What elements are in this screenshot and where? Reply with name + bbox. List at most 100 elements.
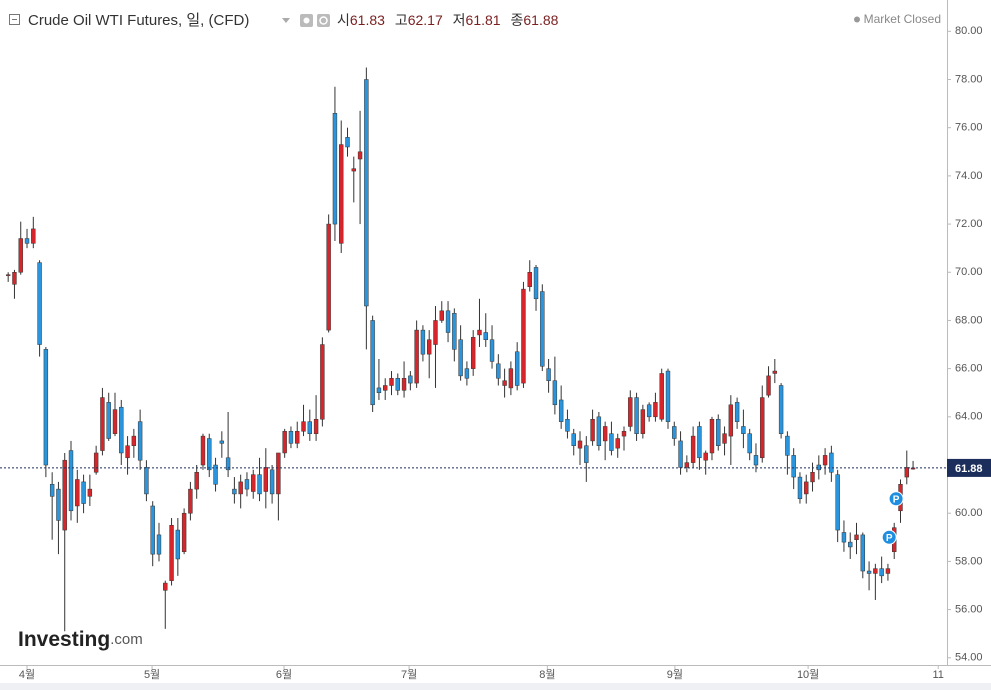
candle-body bbox=[376, 387, 382, 393]
candle-body bbox=[326, 223, 331, 331]
candle-body bbox=[822, 455, 828, 466]
candle-body bbox=[169, 525, 174, 581]
candle-body bbox=[778, 385, 784, 434]
candle-body bbox=[357, 151, 363, 160]
settings-icon[interactable] bbox=[317, 14, 330, 27]
candle-body bbox=[408, 375, 413, 384]
candle-body bbox=[106, 402, 111, 439]
market-status: Market Closed bbox=[864, 12, 941, 26]
candle-body bbox=[395, 378, 400, 391]
candle-body bbox=[678, 440, 683, 468]
candle-body bbox=[502, 380, 507, 386]
candle-body bbox=[339, 144, 344, 244]
candle-body bbox=[521, 288, 526, 384]
candle-body bbox=[207, 438, 212, 471]
high-value: 62.17 bbox=[408, 12, 443, 28]
candle-body bbox=[401, 378, 407, 391]
candle-body bbox=[332, 112, 338, 225]
y-tick-label: 56.00 bbox=[955, 603, 983, 615]
candle-body bbox=[295, 431, 300, 444]
candle-body bbox=[213, 464, 218, 485]
collapse-icon[interactable] bbox=[9, 14, 20, 25]
dropdown-caret[interactable] bbox=[282, 18, 290, 23]
candle-body bbox=[470, 337, 476, 369]
y-tick-label: 54.00 bbox=[955, 652, 983, 664]
x-tick-label: 7월 bbox=[401, 668, 417, 681]
candle-body bbox=[590, 418, 595, 442]
close-value: 61.88 bbox=[523, 12, 558, 28]
candle-body bbox=[709, 418, 715, 454]
eye-icon-pupil bbox=[303, 17, 310, 24]
candle-body bbox=[219, 440, 225, 444]
event-marker[interactable]: P bbox=[888, 491, 904, 507]
event-marker[interactable]: P bbox=[881, 529, 897, 545]
candle-body bbox=[269, 469, 275, 495]
candle-body bbox=[320, 344, 325, 420]
candle-body bbox=[810, 471, 815, 483]
candle-body bbox=[288, 431, 294, 444]
y-tick-label: 76.00 bbox=[955, 122, 983, 134]
candle-body bbox=[527, 272, 532, 287]
candle-body bbox=[716, 418, 721, 446]
candle-body bbox=[426, 339, 432, 355]
last-price-box bbox=[947, 458, 991, 477]
candle-body bbox=[734, 402, 740, 422]
candle-body bbox=[577, 440, 583, 449]
candle-body bbox=[31, 228, 36, 244]
x-tick-label: 11 bbox=[932, 669, 943, 681]
candle-body bbox=[420, 329, 426, 355]
event-marker-label: P bbox=[886, 533, 893, 544]
candle-body bbox=[200, 435, 206, 466]
x-tick-label: 9월 bbox=[667, 668, 683, 681]
candle-body bbox=[93, 452, 99, 473]
open-label: 시 bbox=[337, 12, 350, 28]
candle-body bbox=[5, 274, 11, 276]
candle-body bbox=[238, 481, 243, 495]
candle-body bbox=[665, 370, 671, 422]
candle-body bbox=[804, 481, 809, 495]
candle-body bbox=[646, 404, 652, 418]
candles bbox=[5, 67, 916, 632]
y-tick-label: 78.00 bbox=[955, 73, 983, 85]
candle-body bbox=[628, 397, 633, 427]
candle-body bbox=[175, 529, 181, 560]
candle-body bbox=[49, 484, 55, 497]
candle-body bbox=[194, 471, 199, 490]
candle-body bbox=[56, 488, 61, 521]
status-dot bbox=[854, 16, 860, 23]
candle-body bbox=[760, 397, 765, 459]
settings-icon-gear bbox=[319, 16, 328, 25]
candle-body bbox=[653, 402, 658, 418]
candle-body bbox=[634, 397, 639, 434]
candle-body bbox=[766, 375, 771, 396]
y-tick-label: 70.00 bbox=[955, 266, 983, 278]
candle-body bbox=[282, 431, 287, 454]
candle-body bbox=[251, 474, 256, 492]
candle-body bbox=[829, 452, 834, 473]
candle-body bbox=[43, 349, 49, 466]
candle-body bbox=[24, 238, 30, 244]
x-tick-label: 8월 bbox=[539, 668, 555, 681]
candle-body bbox=[904, 467, 909, 478]
candle-body bbox=[18, 238, 23, 273]
x-tick-label: 4월 bbox=[19, 668, 35, 681]
candle-body bbox=[615, 438, 620, 449]
candle-body bbox=[257, 474, 262, 495]
candle-body bbox=[722, 433, 727, 444]
candle-body bbox=[389, 378, 394, 386]
candle-body bbox=[835, 474, 840, 531]
candle-body bbox=[75, 479, 80, 507]
candle-body bbox=[313, 418, 319, 434]
candle-body bbox=[81, 481, 86, 504]
chart-title: Crude Oil WTI Futures, 일, (CFD) bbox=[28, 12, 249, 29]
candle-body bbox=[791, 455, 796, 478]
candle-body bbox=[772, 370, 778, 374]
candle-body bbox=[596, 416, 602, 446]
candle-body bbox=[12, 272, 17, 285]
candle-body bbox=[414, 329, 419, 384]
watermark-suffix: .com bbox=[110, 631, 143, 648]
candle-body bbox=[232, 488, 237, 495]
candle-body bbox=[533, 267, 539, 300]
candle-body bbox=[276, 452, 281, 495]
